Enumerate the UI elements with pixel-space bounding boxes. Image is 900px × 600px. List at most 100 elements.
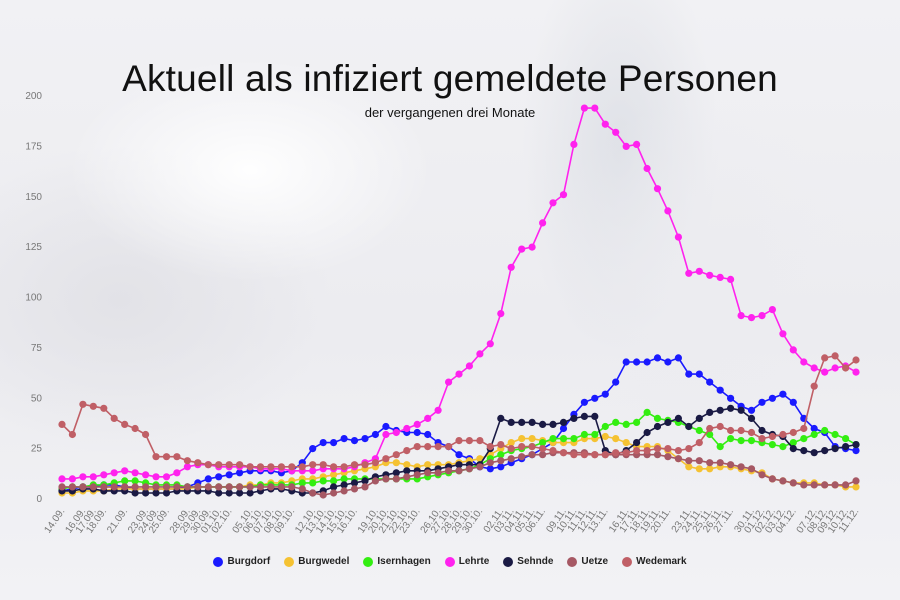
data-point[interactable]: [319, 439, 327, 447]
data-point[interactable]: [539, 445, 547, 453]
data-point[interactable]: [622, 449, 630, 457]
data-point[interactable]: [653, 354, 662, 362]
data-point[interactable]: [507, 445, 515, 453]
data-point[interactable]: [131, 477, 139, 485]
legend-item-isernhagen[interactable]: Isernhagen: [363, 556, 431, 567]
data-point[interactable]: [747, 465, 756, 473]
data-point[interactable]: [633, 140, 641, 148]
data-point[interactable]: [643, 358, 651, 366]
data-point[interactable]: [424, 414, 432, 422]
data-point[interactable]: [716, 273, 724, 281]
data-point[interactable]: [831, 352, 839, 360]
data-point[interactable]: [852, 368, 860, 376]
data-point[interactable]: [152, 473, 160, 481]
data-point[interactable]: [445, 467, 453, 475]
data-point[interactable]: [215, 473, 223, 481]
data-point[interactable]: [580, 430, 589, 439]
data-point[interactable]: [800, 424, 808, 433]
data-point[interactable]: [58, 475, 66, 483]
data-point[interactable]: [549, 435, 557, 443]
data-point[interactable]: [288, 463, 296, 471]
data-point[interactable]: [100, 404, 108, 412]
data-point[interactable]: [319, 461, 327, 469]
data-point[interactable]: [727, 461, 735, 469]
data-point[interactable]: [173, 483, 181, 491]
data-point[interactable]: [528, 435, 536, 443]
data-point[interactable]: [225, 489, 233, 497]
data-point[interactable]: [716, 386, 724, 394]
data-point[interactable]: [445, 443, 453, 451]
data-point[interactable]: [392, 428, 400, 437]
data-point[interactable]: [664, 453, 672, 461]
data-point[interactable]: [643, 447, 651, 455]
data-point[interactable]: [100, 471, 108, 479]
data-point[interactable]: [476, 437, 484, 445]
data-point[interactable]: [810, 424, 818, 433]
data-point[interactable]: [831, 364, 839, 372]
data-point[interactable]: [549, 199, 557, 207]
data-point[interactable]: [570, 140, 578, 148]
data-point[interactable]: [831, 445, 839, 453]
data-point[interactable]: [225, 461, 233, 469]
data-point[interactable]: [236, 489, 244, 497]
data-point[interactable]: [716, 406, 724, 414]
data-point[interactable]: [225, 483, 233, 491]
data-point[interactable]: [403, 467, 411, 475]
data-point[interactable]: [591, 451, 599, 459]
data-point[interactable]: [455, 370, 463, 378]
data-point[interactable]: [758, 435, 766, 443]
data-point[interactable]: [183, 483, 191, 491]
data-point[interactable]: [674, 447, 683, 455]
data-point[interactable]: [298, 479, 306, 487]
data-point[interactable]: [747, 428, 756, 437]
data-point[interactable]: [559, 418, 568, 426]
data-point[interactable]: [340, 487, 348, 495]
data-point[interactable]: [528, 451, 536, 459]
data-point[interactable]: [413, 420, 421, 428]
data-point[interactable]: [382, 422, 390, 431]
data-point[interactable]: [664, 445, 672, 453]
data-point[interactable]: [424, 469, 432, 477]
data-point[interactable]: [267, 463, 275, 471]
data-point[interactable]: [486, 443, 494, 451]
data-point[interactable]: [559, 449, 568, 457]
data-point[interactable]: [570, 414, 578, 422]
data-point[interactable]: [330, 483, 338, 491]
data-point[interactable]: [800, 481, 808, 489]
data-point[interactable]: [674, 354, 683, 362]
data-point[interactable]: [737, 437, 745, 445]
data-point[interactable]: [497, 457, 505, 465]
data-point[interactable]: [842, 364, 850, 372]
data-point[interactable]: [852, 447, 860, 455]
data-point[interactable]: [58, 420, 66, 428]
data-point[interactable]: [842, 481, 850, 489]
data-point[interactable]: [309, 461, 317, 469]
data-point[interactable]: [350, 437, 359, 445]
data-point[interactable]: [413, 443, 421, 451]
data-point[interactable]: [706, 408, 714, 416]
data-point[interactable]: [549, 420, 557, 428]
data-point[interactable]: [350, 461, 359, 469]
data-point[interactable]: [779, 390, 787, 398]
data-point[interactable]: [789, 428, 797, 437]
data-point[interactable]: [747, 414, 756, 422]
data-point[interactable]: [162, 489, 171, 497]
data-point[interactable]: [215, 489, 223, 497]
data-point[interactable]: [685, 457, 693, 465]
data-point[interactable]: [434, 443, 442, 451]
data-point[interactable]: [716, 443, 724, 451]
data-point[interactable]: [747, 406, 756, 414]
data-point[interactable]: [413, 471, 421, 479]
data-point[interactable]: [758, 312, 766, 320]
data-point[interactable]: [309, 467, 317, 475]
data-point[interactable]: [100, 483, 108, 491]
data-point[interactable]: [382, 430, 390, 439]
data-point[interactable]: [727, 275, 735, 283]
data-point[interactable]: [89, 473, 97, 481]
data-point[interactable]: [653, 414, 662, 422]
data-point[interactable]: [183, 463, 191, 471]
data-point[interactable]: [142, 471, 150, 479]
data-point[interactable]: [371, 477, 379, 485]
data-point[interactable]: [768, 432, 777, 441]
data-point[interactable]: [173, 453, 181, 461]
